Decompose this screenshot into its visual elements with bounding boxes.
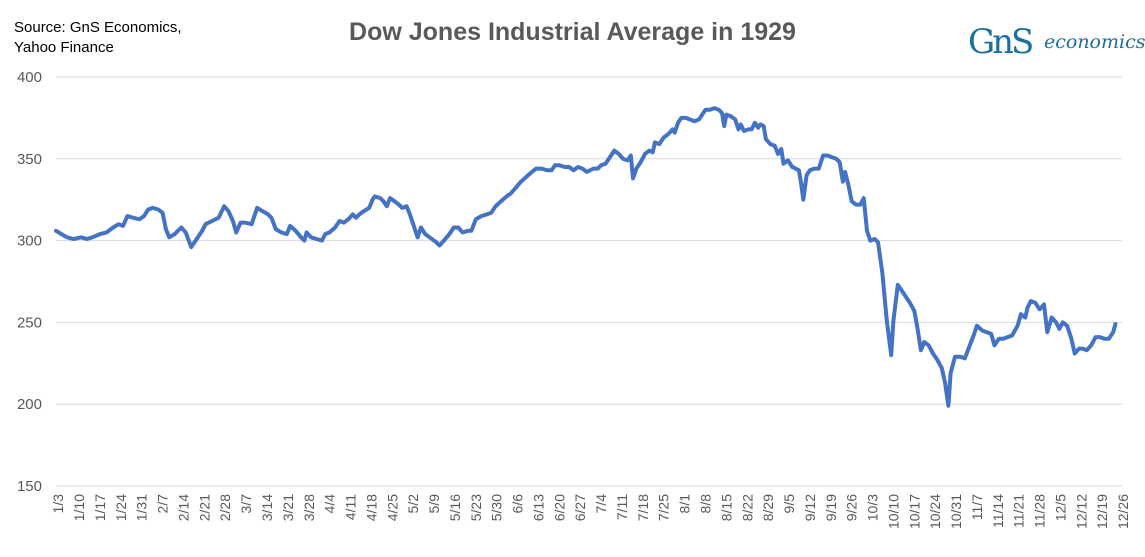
y-tick-label: 350	[17, 151, 42, 168]
x-tick-label: 3/28	[301, 494, 317, 521]
x-tick-label: 2/14	[175, 494, 191, 521]
series-layer	[54, 106, 1118, 408]
x-tick-label: 1/10	[71, 494, 87, 521]
x-tick-label: 10/17	[906, 494, 922, 529]
x-tick-label: 6/20	[551, 494, 567, 521]
x-tick-label: 2/28	[217, 494, 233, 521]
x-tick-label: 9/5	[781, 494, 797, 514]
x-tick-label: 6/6	[510, 494, 526, 514]
x-tick-label: 1/3	[50, 494, 66, 514]
x-tick-label: 7/11	[614, 494, 630, 520]
x-tick-label: 5/2	[405, 494, 421, 514]
x-tick-label: 5/23	[468, 494, 484, 521]
x-tick-label: 5/30	[489, 494, 505, 521]
y-tick-label: 400	[17, 69, 42, 86]
x-tick-label: 11/14	[990, 494, 1006, 528]
x-tick-label: 9/19	[823, 494, 839, 521]
x-tick-label: 7/18	[635, 494, 651, 521]
x-tick-label: 8/22	[739, 494, 755, 521]
x-tick-label: 6/27	[572, 494, 588, 521]
x-tick-label: 3/21	[280, 494, 296, 521]
x-tick-label: 10/3	[865, 494, 881, 521]
y-tick-label: 300	[17, 233, 42, 250]
x-tick-label: 1/24	[113, 494, 129, 521]
x-tick-label: 5/9	[426, 494, 442, 514]
x-tick-label: 4/18	[363, 494, 379, 521]
x-tick-label: 9/26	[844, 494, 860, 521]
source-line-1: Source: GnS Economics,	[14, 19, 182, 36]
x-tick-label: 10/24	[927, 494, 943, 529]
x-tick-label: 4/11	[343, 494, 359, 520]
x-tick-label: 10/31	[948, 494, 964, 529]
chart-title: Dow Jones Industrial Average in 1929	[349, 18, 796, 46]
x-tick-label: 3/7	[238, 494, 254, 514]
x-tick-label: 8/1	[677, 494, 693, 514]
series-line	[54, 106, 1118, 408]
x-tick-label: 3/14	[259, 494, 275, 521]
x-tick-label: 2/7	[155, 494, 171, 514]
y-tick-label: 150	[17, 478, 42, 495]
x-tick-label: 5/16	[447, 494, 463, 521]
y-tick-label: 250	[17, 314, 42, 331]
y-axis-ticks: 150 200 250 300 350 400	[17, 69, 42, 495]
source-note: Source: GnS Economics, Yahoo Finance	[14, 18, 182, 58]
x-tick-label: 1/17	[92, 494, 108, 521]
x-tick-label: 7/4	[593, 494, 609, 514]
x-tick-label: 7/25	[656, 494, 672, 521]
x-tick-label: 12/26	[1115, 494, 1131, 529]
x-tick-label: 4/25	[384, 494, 400, 521]
x-axis-ticks: 1/3 1/10 1/17 1/24 1/31 2/7 2/14 2/21 2/28 3/7 3/1…	[50, 494, 1131, 529]
x-tick-label: 12/5	[1052, 494, 1068, 521]
y-tick-label: 200	[17, 396, 42, 413]
source-line-2: Yahoo Finance	[14, 39, 114, 56]
x-tick-label: 8/15	[718, 494, 734, 521]
x-tick-label: 12/19	[1094, 494, 1110, 529]
x-tick-label: 11/7	[969, 494, 985, 520]
x-tick-label: 8/29	[760, 494, 776, 521]
x-tick-label: 11/21	[1011, 494, 1027, 528]
x-tick-label: 12/12	[1073, 494, 1089, 529]
x-tick-label: 9/12	[802, 494, 818, 521]
x-tick-label: 4/4	[322, 494, 338, 514]
x-tick-label: 1/31	[134, 494, 150, 521]
x-tick-label: 2/21	[196, 494, 212, 521]
x-tick-label: 8/8	[697, 494, 713, 514]
x-tick-label: 11/28	[1032, 494, 1048, 528]
x-tick-label: 10/10	[885, 494, 901, 529]
x-tick-label: 6/13	[530, 494, 546, 521]
grid-lines	[56, 76, 1122, 487]
logo-word: economics	[1044, 31, 1145, 53]
logo-mark: GnS	[968, 22, 1034, 62]
